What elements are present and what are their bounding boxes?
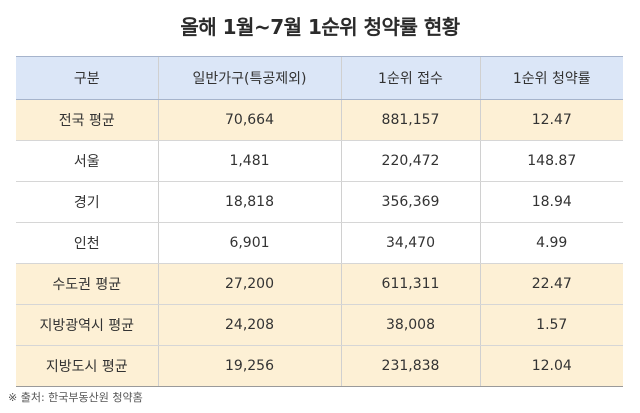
table-row: 인천 6,901 34,470 4.99 — [16, 222, 623, 264]
cell-first-priority-applications: 231,838 — [340, 345, 480, 387]
cell-first-priority-rate: 18.94 — [479, 181, 623, 223]
cell-category: 인천 — [16, 222, 158, 264]
cell-general-households: 24,208 — [157, 304, 341, 346]
cell-category: 지방도시 평균 — [16, 345, 158, 387]
cell-general-households: 18,818 — [157, 181, 341, 223]
table-row: 지방도시 평균 19,256 231,838 12.04 — [16, 345, 623, 387]
cell-first-priority-rate: 12.47 — [479, 99, 623, 141]
header-first-priority-applications: 1순위 접수 — [340, 56, 480, 100]
subscription-rate-table: 구분 일반가구(특공제외) 1순위 접수 1순위 청약률 전국 평균 70,664… — [16, 56, 623, 387]
cell-general-households: 27,200 — [157, 263, 341, 305]
cell-first-priority-applications: 34,470 — [340, 222, 480, 264]
table-header-row: 구분 일반가구(특공제외) 1순위 접수 1순위 청약률 — [16, 56, 623, 100]
cell-general-households: 1,481 — [157, 140, 341, 182]
cell-first-priority-rate: 12.04 — [479, 345, 623, 387]
cell-first-priority-applications: 38,008 — [340, 304, 480, 346]
header-category: 구분 — [16, 56, 158, 100]
cell-category: 전국 평균 — [16, 99, 158, 141]
cell-category: 지방광역시 평균 — [16, 304, 158, 346]
cell-first-priority-rate: 4.99 — [479, 222, 623, 264]
cell-first-priority-applications: 220,472 — [340, 140, 480, 182]
table-row: 서울 1,481 220,472 148.87 — [16, 140, 623, 182]
table-row: 수도권 평균 27,200 611,311 22.47 — [16, 263, 623, 305]
cell-category: 수도권 평균 — [16, 263, 158, 305]
cell-first-priority-applications: 611,311 — [340, 263, 480, 305]
cell-first-priority-applications: 881,157 — [340, 99, 480, 141]
cell-general-households: 6,901 — [157, 222, 341, 264]
cell-first-priority-rate: 22.47 — [479, 263, 623, 305]
page-title: 올해 1월~7월 1순위 청약률 현황 — [180, 15, 460, 39]
cell-general-households: 19,256 — [157, 345, 341, 387]
cell-first-priority-rate: 148.87 — [479, 140, 623, 182]
header-general-households: 일반가구(특공제외) — [157, 56, 341, 100]
cell-first-priority-applications: 356,369 — [340, 181, 480, 223]
cell-category: 경기 — [16, 181, 158, 223]
source-note: ※ 출처: 한국부동산원 청약홈 — [8, 391, 143, 404]
table-row: 전국 평균 70,664 881,157 12.47 — [16, 99, 623, 141]
cell-general-households: 70,664 — [157, 99, 341, 141]
table-row: 경기 18,818 356,369 18.94 — [16, 181, 623, 223]
table-row: 지방광역시 평균 24,208 38,008 1.57 — [16, 304, 623, 346]
cell-first-priority-rate: 1.57 — [479, 304, 623, 346]
header-first-priority-rate: 1순위 청약률 — [479, 56, 623, 100]
cell-category: 서울 — [16, 140, 158, 182]
